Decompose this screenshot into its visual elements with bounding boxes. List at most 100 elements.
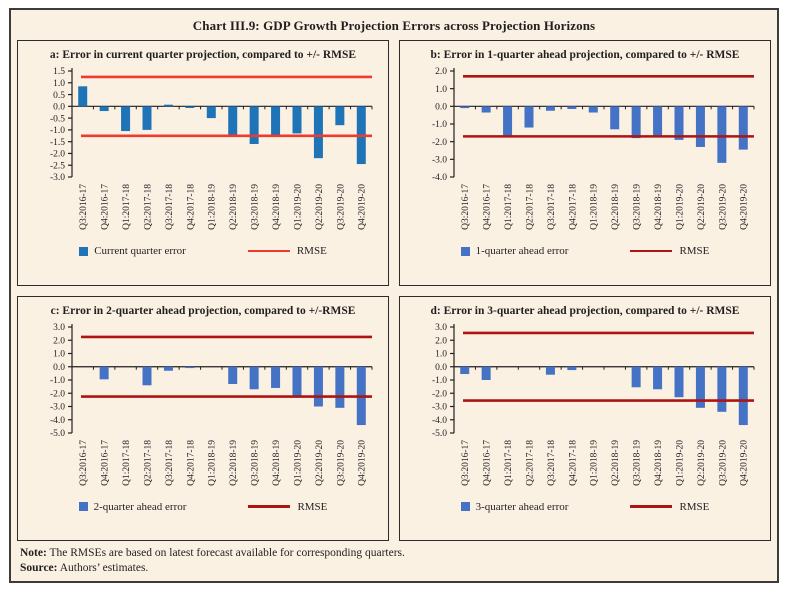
svg-text:Q3:2017-18: Q3:2017-18 xyxy=(165,184,175,230)
svg-text:Q1:2018-19: Q1:2018-19 xyxy=(590,439,600,485)
svg-text:0.5: 0.5 xyxy=(53,91,65,101)
svg-text:-0.5: -0.5 xyxy=(50,114,65,124)
rmse-line-swatch-icon xyxy=(247,249,290,253)
svg-text:1.5: 1.5 xyxy=(53,67,65,77)
panel-c-legend: 2-quarter ahead error RMSE xyxy=(20,501,386,513)
panel-b-bar-chart: 2.0 1.0 0.0 -1.0 -2.0 -3.0 -4.0 Q3:2016-17 Q4:20… xyxy=(432,67,755,230)
panel-d-legend: 3-quarter ahead error RMSE xyxy=(402,501,768,513)
svg-text:Q4:2017-18: Q4:2017-18 xyxy=(186,439,196,485)
svg-text:-1.0: -1.0 xyxy=(50,376,65,386)
svg-text:Q3:2019-20: Q3:2019-20 xyxy=(718,439,728,485)
error-bar-swatch-icon xyxy=(460,246,470,256)
svg-text:-2.0: -2.0 xyxy=(50,389,65,399)
svg-text:Q2:2019-20: Q2:2019-20 xyxy=(697,184,707,230)
panel-grid: a: Error in current quarter projection, … xyxy=(17,40,771,542)
svg-text:Q3:2017-18: Q3:2017-18 xyxy=(547,184,557,230)
svg-text:Q2:2018-19: Q2:2018-19 xyxy=(229,439,239,485)
svg-text:0.0: 0.0 xyxy=(53,363,65,373)
svg-text:Q1:2019-20: Q1:2019-20 xyxy=(675,439,685,485)
legend-rmse-entry: RMSE xyxy=(248,501,327,513)
source-label: Source: xyxy=(20,561,58,574)
panel-d-bar-chart: 3.0 2.0 1.0 0.0 -1.0 -2.0 -3.0 -4.0 -5.0 Q3:2016-… xyxy=(432,323,755,486)
svg-text:-1.0: -1.0 xyxy=(432,376,447,386)
panel-d: d: Error in 3-quarter ahead projection, … xyxy=(399,295,771,542)
svg-text:0.0: 0.0 xyxy=(435,363,447,373)
legend-rmse-label: RMSE xyxy=(679,245,710,257)
legend-error-label: Current quarter error xyxy=(94,245,186,257)
svg-text:Q4:2018-19: Q4:2018-19 xyxy=(654,184,664,230)
svg-text:Q4:2016-17: Q4:2016-17 xyxy=(101,184,111,230)
error-bar-swatch-icon xyxy=(79,246,89,256)
svg-text:Q3:2017-18: Q3:2017-18 xyxy=(165,439,175,485)
svg-text:Q2:2018-19: Q2:2018-19 xyxy=(229,184,239,230)
svg-text:Q1:2017-18: Q1:2017-18 xyxy=(122,439,132,485)
svg-text:-2.0: -2.0 xyxy=(50,150,65,160)
svg-text:-4.0: -4.0 xyxy=(50,416,65,426)
svg-text:-3.0: -3.0 xyxy=(432,402,447,412)
svg-text:-4.0: -4.0 xyxy=(432,173,447,183)
panel-a-legend: Current quarter error RMSE xyxy=(20,245,386,257)
svg-text:Q1:2017-18: Q1:2017-18 xyxy=(504,184,514,230)
legend-rmse-entry: RMSE xyxy=(630,501,709,513)
legend-error-entry: 3-quarter ahead error xyxy=(460,500,569,513)
svg-text:Q1:2017-18: Q1:2017-18 xyxy=(504,439,514,485)
svg-text:Q1:2018-19: Q1:2018-19 xyxy=(208,184,218,230)
svg-text:Q3:2016-17: Q3:2016-17 xyxy=(461,439,471,485)
panel-c-bar-chart: 3.0 2.0 1.0 0.0 -1.0 -2.0 -3.0 -4.0 -5.0 Q3:2016-… xyxy=(50,323,373,486)
svg-text:Q3:2018-19: Q3:2018-19 xyxy=(633,184,643,230)
svg-text:Q2:2018-19: Q2:2018-19 xyxy=(611,184,621,230)
svg-text:Q4:2017-18: Q4:2017-18 xyxy=(568,439,578,485)
svg-text:-3.0: -3.0 xyxy=(50,402,65,412)
svg-text:-1.0: -1.0 xyxy=(50,126,65,136)
legend-error-label: 3-quarter ahead error xyxy=(475,500,569,513)
svg-text:Q3:2018-19: Q3:2018-19 xyxy=(251,184,261,230)
svg-text:Q4:2018-19: Q4:2018-19 xyxy=(272,439,282,485)
chart-outer-box: Chart III.9: GDP Growth Projection Error… xyxy=(9,8,779,583)
error-bar-swatch-icon xyxy=(78,502,88,512)
legend-error-entry: Current quarter error xyxy=(79,245,186,257)
error-bar-swatch-icon xyxy=(460,502,470,512)
svg-text:Q3:2018-19: Q3:2018-19 xyxy=(251,439,261,485)
svg-text:Q1:2017-18: Q1:2017-18 xyxy=(122,184,132,230)
rmse-line-swatch-icon xyxy=(630,505,673,508)
svg-text:Q1:2019-20: Q1:2019-20 xyxy=(675,184,685,230)
svg-text:-2.0: -2.0 xyxy=(432,138,447,148)
svg-text:2.0: 2.0 xyxy=(53,336,65,346)
svg-text:Q4:2019-20: Q4:2019-20 xyxy=(740,439,750,485)
svg-text:Q4:2016-17: Q4:2016-17 xyxy=(483,439,493,485)
svg-text:Q2:2017-18: Q2:2017-18 xyxy=(143,439,153,485)
svg-text:3.0: 3.0 xyxy=(435,323,447,333)
svg-text:0.0: 0.0 xyxy=(53,103,65,113)
source-text: Authors’ estimates. xyxy=(57,561,149,574)
svg-text:Q4:2018-19: Q4:2018-19 xyxy=(272,184,282,230)
legend-error-entry: 2-quarter ahead error xyxy=(78,501,186,513)
svg-text:Q4:2019-20: Q4:2019-20 xyxy=(358,439,368,485)
source-line: Source: Authors’ estimates. xyxy=(20,561,768,575)
svg-text:Q4:2018-19: Q4:2018-19 xyxy=(654,439,664,485)
chart-title: Chart III.9: GDP Growth Projection Error… xyxy=(192,18,596,33)
svg-text:1.0: 1.0 xyxy=(53,79,65,89)
svg-text:Q1:2018-19: Q1:2018-19 xyxy=(590,184,600,230)
panel-d-title: d: Error in 3-quarter ahead projection, … xyxy=(430,304,740,317)
panel-c: c: Error in 2-quarter ahead projection, … xyxy=(17,295,389,542)
svg-text:Q4:2019-20: Q4:2019-20 xyxy=(740,184,750,230)
svg-text:Q2:2017-18: Q2:2017-18 xyxy=(525,439,535,485)
svg-text:Q3:2018-19: Q3:2018-19 xyxy=(633,439,643,485)
panel-b-title: b: Error in 1-quarter ahead projection, … xyxy=(430,49,740,61)
svg-text:-5.0: -5.0 xyxy=(50,429,65,439)
note-label: Note: xyxy=(20,547,47,560)
svg-text:Q3:2016-17: Q3:2016-17 xyxy=(79,439,89,485)
rmse-line-swatch-icon xyxy=(248,505,291,508)
panel-b-legend: 1-quarter ahead error RMSE xyxy=(402,245,768,257)
svg-text:Q2:2019-20: Q2:2019-20 xyxy=(315,184,325,230)
legend-rmse-label: RMSE xyxy=(297,500,328,513)
svg-text:Q4:2019-20: Q4:2019-20 xyxy=(358,184,368,230)
svg-text:Q4:2016-17: Q4:2016-17 xyxy=(101,439,111,485)
svg-text:Q1:2019-20: Q1:2019-20 xyxy=(293,184,303,230)
panel-a: a: Error in current quarter projection, … xyxy=(17,40,389,286)
svg-text:Q4:2017-18: Q4:2017-18 xyxy=(186,184,196,230)
svg-text:-1.5: -1.5 xyxy=(50,138,65,148)
note-line: Note: The RMSEs are based on latest fore… xyxy=(20,546,768,560)
svg-text:Q1:2019-20: Q1:2019-20 xyxy=(293,439,303,485)
svg-text:1.0: 1.0 xyxy=(53,349,65,359)
